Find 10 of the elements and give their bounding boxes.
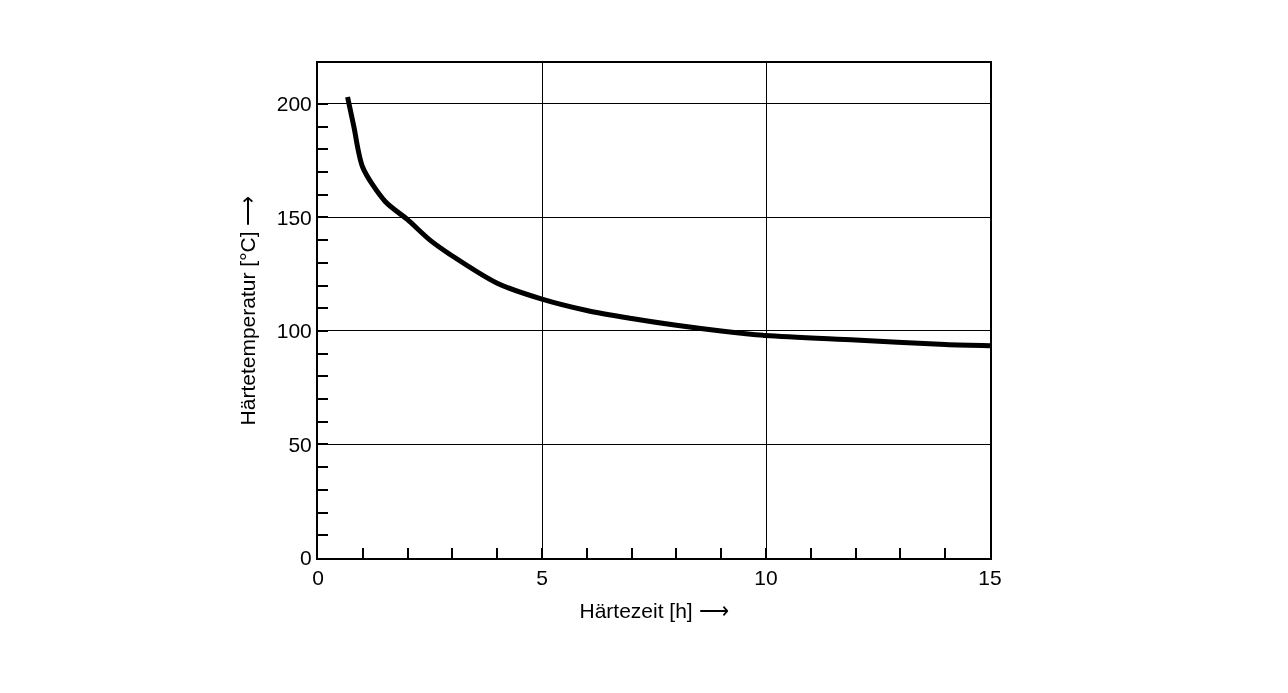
y-tick-label: 50: [288, 432, 312, 456]
x-tick-label: 10: [754, 566, 778, 590]
x-tick-label: 5: [536, 566, 548, 590]
y-tick-label: 150: [276, 205, 312, 229]
y-tick-label: 100: [276, 319, 312, 343]
x-tick-label: 15: [978, 566, 1002, 590]
y-tick-label: 0: [300, 546, 312, 570]
x-axis-title: Härtezeit [h] ⟶: [579, 598, 729, 622]
y-axis-title: Härtetemperatur [°C] ⟶: [236, 195, 260, 426]
y-tick-label: 200: [276, 92, 312, 116]
